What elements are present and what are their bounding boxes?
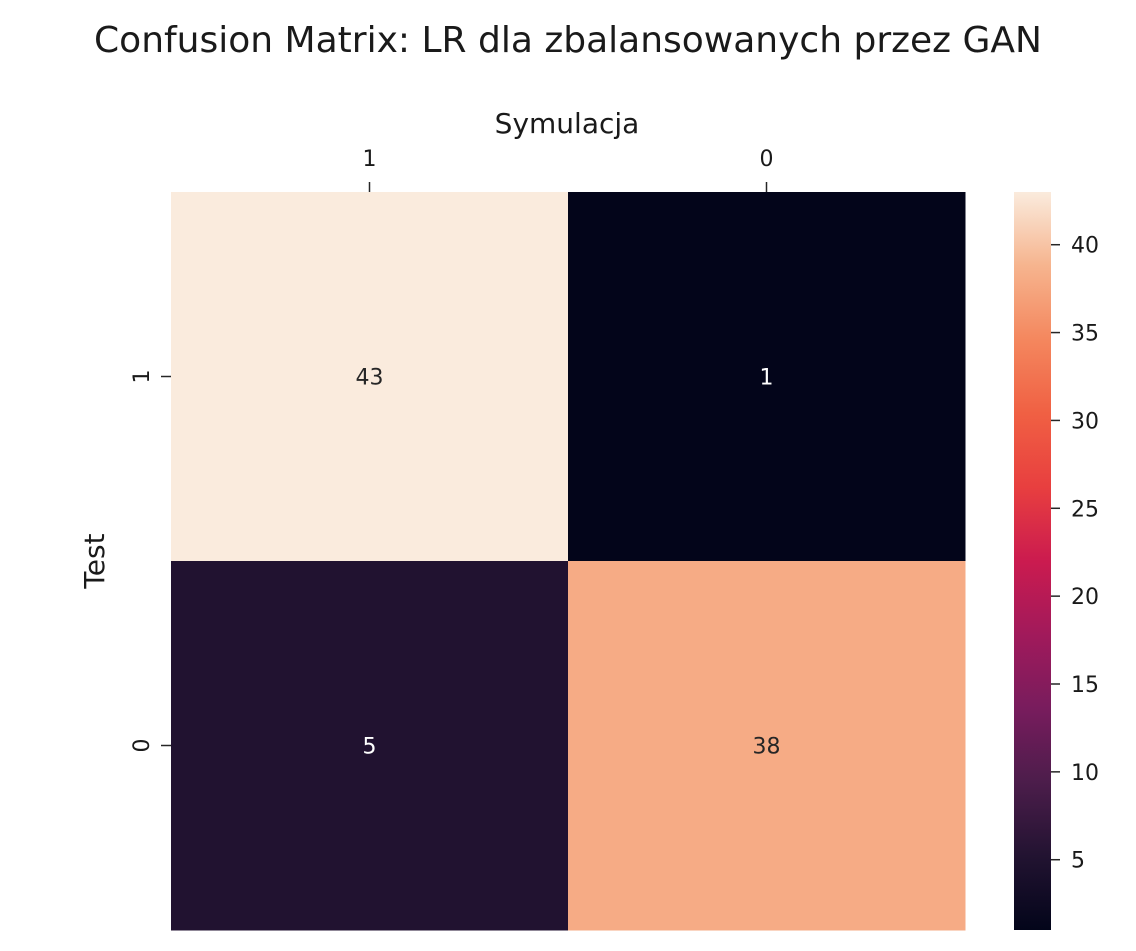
y-tick-label: 1	[130, 370, 155, 384]
heatmap-cell-label: 1	[760, 366, 774, 391]
colorbar-tick-label: 5	[1071, 849, 1085, 874]
colorbar-ticks: 5 10 15 20 25 30 35 40	[1051, 234, 1099, 874]
heatmap-cell-label: 5	[363, 735, 377, 760]
y-axis-ticks: 10	[130, 370, 171, 753]
heatmap-cells	[171, 192, 966, 931]
colorbar-tick-label: 35	[1071, 322, 1099, 347]
colorbar-tick-label: 40	[1071, 234, 1099, 259]
colorbar-tick-label: 25	[1071, 497, 1099, 522]
colorbar-tick-label: 15	[1071, 673, 1099, 698]
x-axis-title: Symulacja	[495, 107, 640, 140]
x-tick-label: 0	[760, 147, 774, 172]
colorbar-tick-label: 10	[1071, 761, 1099, 786]
heatmap-cell-labels: 43 1 5 38	[356, 366, 781, 760]
heatmap-cell	[171, 192, 569, 562]
heatmap-cell	[568, 192, 966, 562]
x-tick-label: 1	[363, 147, 377, 172]
heatmap-cell-label: 43	[356, 366, 384, 391]
colorbar	[1014, 192, 1051, 930]
colorbar-tick-label: 30	[1071, 409, 1099, 434]
y-tick-label: 0	[130, 739, 155, 753]
heatmap-cell-label: 38	[753, 735, 781, 760]
y-axis-title: Test	[78, 533, 111, 589]
colorbar-tick-label: 20	[1071, 585, 1099, 610]
heatmap-cell	[568, 561, 966, 931]
heatmap-cell	[171, 561, 569, 931]
chart-title: Confusion Matrix: LR dla zbalansowanych …	[94, 20, 1042, 61]
